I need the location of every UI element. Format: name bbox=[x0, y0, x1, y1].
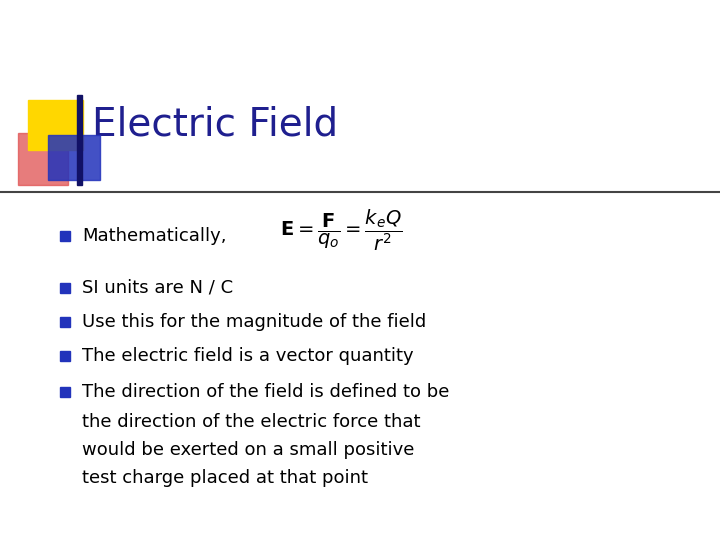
Bar bbox=[60, 283, 70, 293]
Text: The electric field is a vector quantity: The electric field is a vector quantity bbox=[82, 347, 413, 365]
Text: $\mathbf{E} = \dfrac{\mathbf{F}}{q_o} = \dfrac{k_e Q}{r^2}$: $\mathbf{E} = \dfrac{\mathbf{F}}{q_o} = … bbox=[280, 207, 402, 253]
Text: would be exerted on a small positive: would be exerted on a small positive bbox=[82, 441, 415, 459]
Bar bbox=[60, 231, 70, 241]
Text: SI units are N / C: SI units are N / C bbox=[82, 279, 233, 297]
Bar bbox=[77, 95, 82, 185]
Bar bbox=[28, 100, 83, 150]
Bar bbox=[60, 387, 70, 397]
Text: the direction of the electric force that: the direction of the electric force that bbox=[82, 413, 420, 431]
Text: Electric Field: Electric Field bbox=[92, 106, 338, 144]
Text: test charge placed at that point: test charge placed at that point bbox=[82, 469, 368, 487]
Bar bbox=[18, 133, 68, 185]
Text: Use this for the magnitude of the field: Use this for the magnitude of the field bbox=[82, 313, 426, 331]
Text: The direction of the field is defined to be: The direction of the field is defined to… bbox=[82, 383, 449, 401]
Bar bbox=[48, 135, 100, 180]
Bar bbox=[60, 351, 70, 361]
Bar bbox=[60, 317, 70, 327]
Text: Mathematically,: Mathematically, bbox=[82, 227, 227, 245]
